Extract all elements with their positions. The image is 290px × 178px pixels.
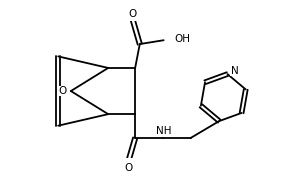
- Text: NH: NH: [156, 126, 171, 136]
- Text: O: O: [58, 86, 66, 96]
- Text: N: N: [231, 66, 238, 76]
- Text: OH: OH: [174, 34, 191, 44]
- Text: O: O: [129, 9, 137, 19]
- Text: O: O: [124, 163, 132, 173]
